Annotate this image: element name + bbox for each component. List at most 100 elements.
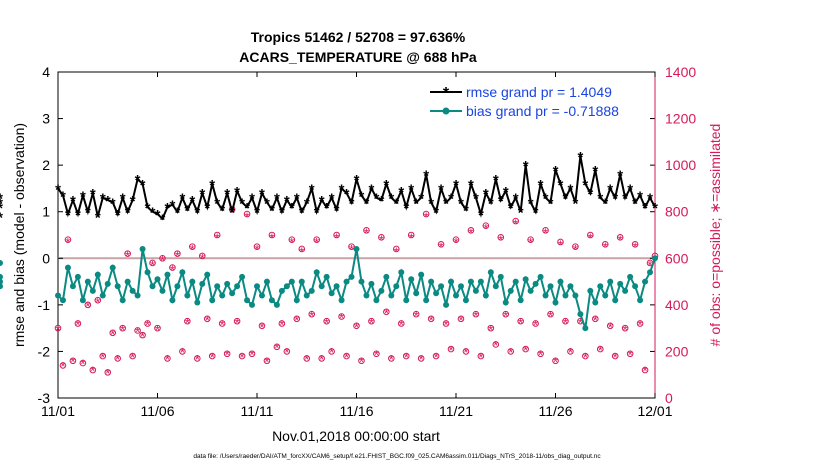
- plot-area: [57, 71, 656, 399]
- bias-point: [184, 292, 191, 299]
- left-y-axis-label: rmse and bias (model - observation): [11, 123, 27, 347]
- obs-assimilated-point: *: [309, 308, 314, 323]
- bias-point: [189, 278, 196, 285]
- rmse-point: *: [513, 191, 519, 208]
- obs-assimilated-point: *: [240, 350, 245, 365]
- bias-point: [263, 278, 270, 285]
- rmse-point: *: [284, 193, 290, 210]
- bias-point: [114, 283, 121, 290]
- rmse-point: *: [627, 181, 633, 198]
- legend-box: [425, 79, 650, 121]
- bias-point: [502, 299, 509, 306]
- bias-point: [467, 278, 474, 285]
- bias-point: [652, 255, 658, 262]
- x-tick-label: 11/21: [439, 403, 473, 419]
- obs-assimilated-point: *: [593, 313, 598, 328]
- obs-possible-point: [363, 227, 370, 234]
- rmse-point: *: [244, 200, 250, 217]
- bias-point: [642, 278, 649, 285]
- rmse-point: *: [438, 181, 444, 198]
- obs-assimilated-point: *: [394, 244, 399, 259]
- obs-possible-point: [283, 348, 291, 355]
- obs-possible-point: [552, 357, 559, 365]
- rmse-point: *: [229, 205, 235, 222]
- obs-possible-point: [303, 355, 311, 362]
- rmse-point: *: [548, 195, 554, 212]
- rmse-point: *: [393, 195, 399, 212]
- obs-assimilated-point: *: [95, 295, 100, 310]
- obs-possible-point: [522, 345, 529, 353]
- rmse-point: *: [378, 193, 384, 210]
- obs-possible-point: [417, 355, 425, 362]
- obs-possible-point: [537, 350, 544, 358]
- obs-assimilated-point: *: [85, 299, 90, 314]
- obs-assimilated-point: *: [633, 240, 638, 255]
- bias-point: [338, 297, 345, 304]
- rmse-point: *: [75, 207, 81, 224]
- obs-possible-point: [104, 369, 112, 376]
- bias-point: [637, 297, 644, 304]
- rmse-point: *: [543, 191, 549, 208]
- obs-assimilated-point: *: [563, 315, 568, 330]
- rmse-point: *: [259, 186, 265, 203]
- obs-assimilated-point: *: [319, 352, 324, 367]
- bias-point: [572, 292, 579, 299]
- rmse-point: *: [642, 200, 648, 217]
- rmse-point: *: [234, 184, 240, 201]
- right-tick-label: 1200: [665, 111, 696, 127]
- rmse-point: *: [413, 195, 419, 212]
- bias-point: [617, 280, 624, 287]
- obs-assimilated-point: *: [414, 308, 419, 323]
- obs-assimilated-point: *: [294, 313, 299, 328]
- obs-possible-point: [358, 357, 365, 365]
- bias-point: [418, 271, 425, 278]
- obs-possible-point: [268, 231, 276, 239]
- rmse-point: *: [478, 207, 484, 224]
- rmse-point: *: [209, 177, 215, 194]
- rmse-point: *: [493, 172, 499, 189]
- obs-assimilated-point: *: [60, 359, 65, 374]
- rmse-point: *: [140, 177, 146, 194]
- obs-possible-point: [547, 310, 554, 318]
- bias-point: [428, 278, 435, 285]
- rmse-point: *: [553, 163, 559, 180]
- rmse-point: *: [309, 181, 315, 198]
- rmse-point: *: [508, 200, 514, 217]
- bias-point: [492, 283, 499, 290]
- obs-assimilated-point: *: [225, 347, 230, 362]
- obs-assimilated-point: *: [359, 354, 364, 369]
- bias-point: [512, 278, 519, 285]
- rmse-point: *: [572, 195, 578, 212]
- rmse-point: *: [403, 200, 409, 217]
- bias-point: [457, 283, 464, 290]
- obs-possible-point: [517, 317, 524, 325]
- bias-point: [79, 297, 86, 304]
- bias-point: [89, 287, 96, 294]
- bias-point: [497, 273, 504, 280]
- obs-assimilated-point: *: [205, 313, 210, 328]
- rmse-point: *: [652, 200, 658, 217]
- obs-possible-point: [59, 362, 67, 369]
- obs-assimilated-point: *: [140, 329, 145, 344]
- rmse-point: *: [329, 191, 335, 208]
- bias-point: [602, 292, 609, 299]
- bias-point: [537, 273, 544, 280]
- bias-point: [288, 278, 295, 285]
- bias-point: [298, 278, 305, 285]
- obs-assimilated-point: *: [424, 209, 429, 224]
- rmse-point: *: [433, 205, 439, 222]
- bias-point: [234, 283, 241, 290]
- obs-possible-point: [169, 264, 176, 271]
- obs-assimilated-point: *: [274, 340, 279, 355]
- obs-possible-point: [139, 331, 146, 339]
- bias-point: [647, 269, 654, 276]
- rmse-point: *: [274, 191, 280, 208]
- rmse-point: *: [607, 181, 613, 198]
- bias-point: [517, 297, 524, 304]
- rmse-point: *: [458, 195, 464, 212]
- obs-assimilated-point: *: [334, 230, 339, 245]
- rmse-point: *: [383, 177, 389, 194]
- bias-point: [0, 259, 3, 266]
- bias-point: [532, 280, 539, 287]
